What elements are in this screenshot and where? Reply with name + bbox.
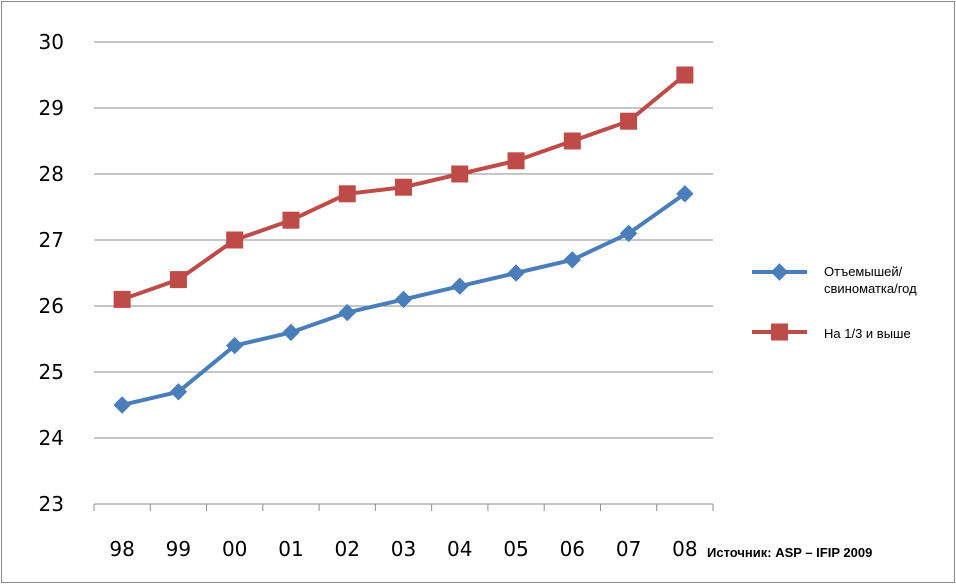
- x-tick-label: 99: [166, 537, 191, 561]
- x-tick-label: 03: [391, 537, 416, 561]
- x-axis: [93, 504, 714, 511]
- legend-label: свиноматка/год: [824, 281, 917, 296]
- data-point-2: [169, 271, 187, 289]
- data-point-2: [395, 178, 412, 196]
- x-axis-tick-labels: 98 99 00 01 02 03 04 05 06 07 08: [109, 537, 697, 561]
- data-point-1: [451, 277, 469, 295]
- x-tick-label: 02: [335, 537, 360, 561]
- data-point-2: [620, 112, 638, 130]
- x-tick-label: 05: [503, 537, 528, 561]
- y-tick-label: 28: [39, 162, 64, 186]
- x-tick-label: 01: [278, 537, 303, 561]
- legend-label: На 1/3 и выше: [824, 326, 911, 341]
- data-point-1: [338, 303, 356, 322]
- x-tick-label: 06: [560, 537, 585, 561]
- y-axis-tick-labels: 23 24 25 26 27 28 29 30: [39, 30, 64, 516]
- legend: Отъемышей/свиноматка/год На 1/3 и выше: [752, 263, 917, 341]
- y-tick-label: 27: [39, 228, 64, 252]
- data-point-2: [507, 152, 525, 170]
- data-point-2: [676, 66, 694, 84]
- y-tick-label: 29: [39, 96, 64, 120]
- x-tick-label: 00: [222, 537, 247, 561]
- data-point-2: [563, 132, 581, 150]
- x-tick-label: 98: [109, 537, 134, 561]
- y-tick-label: 25: [39, 360, 64, 384]
- data-point-1: [282, 323, 300, 342]
- series-group: [113, 66, 694, 414]
- x-tick-label: 07: [616, 537, 641, 561]
- y-tick-label: 23: [39, 492, 64, 516]
- data-point-1: [394, 290, 413, 309]
- x-tick-label: 04: [447, 537, 472, 561]
- legend-marker-2: [771, 323, 788, 341]
- data-point-1: [225, 336, 244, 355]
- legend-marker-1: [770, 263, 789, 281]
- legend-label: Отъемышей/: [824, 264, 903, 279]
- data-point-2: [338, 185, 356, 203]
- data-point-2: [451, 165, 469, 183]
- x-tick-label: 08: [672, 537, 697, 561]
- data-point-2: [282, 211, 300, 229]
- data-point-1: [563, 251, 582, 269]
- data-point-1: [113, 396, 131, 414]
- data-point-1: [676, 185, 694, 203]
- data-point-1: [507, 264, 525, 282]
- y-tick-label: 30: [39, 30, 64, 54]
- data-point-1: [169, 383, 188, 401]
- data-point-2: [226, 231, 244, 249]
- source-note: Источник: ASP – IFIP 2009: [707, 545, 872, 560]
- y-tick-label: 24: [39, 426, 64, 450]
- data-point-2: [113, 290, 131, 308]
- data-point-1: [619, 224, 638, 243]
- gridlines: [94, 41, 713, 505]
- y-tick-label: 26: [39, 294, 64, 318]
